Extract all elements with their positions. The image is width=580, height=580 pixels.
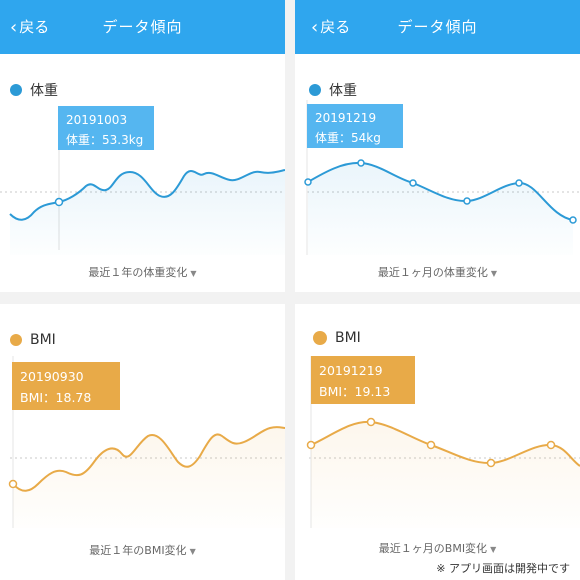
weight-year-area [10, 170, 285, 255]
data-point[interactable] [366, 417, 376, 427]
panel-bmi-month: BMI 20191219 BMI：19.13 最近１ヶ月のBMI変化 ▼ [295, 304, 580, 580]
data-point[interactable] [426, 440, 436, 450]
weight-year-tooltip: 20191003 体重：53.3kg [58, 106, 154, 150]
period-selector[interactable]: 最近１ヶ月のBMI変化 ▼ [295, 540, 580, 556]
legend-bmi: BMI [10, 332, 56, 348]
weight-month-tooltip: 20191219 体重：54kg [307, 104, 403, 148]
tooltip-date: 20191219 [315, 111, 377, 125]
app-header: ‹ 戻る データ傾向 [295, 0, 580, 54]
caret-down-icon: ▼ [189, 547, 196, 556]
tooltip-value: BMI：18.78 [20, 390, 92, 405]
panel-weight-month: ‹ 戻る データ傾向 体重 20191219 体重：54kg 最近１ヶ月の体重変化… [295, 0, 580, 292]
tooltip-date: 20191003 [66, 113, 128, 127]
page-title: データ傾向 [397, 18, 478, 36]
bmi-year-area [13, 427, 285, 528]
legend-dot [309, 84, 321, 96]
period-label: 最近１年のBMI変化 [89, 544, 187, 557]
back-label: 戻る [320, 18, 351, 36]
legend-dot [313, 331, 327, 345]
legend-bmi: BMI [313, 330, 361, 346]
legend-dot [10, 84, 22, 96]
tooltip-date: 20191219 [319, 363, 383, 378]
chevron-left-icon: ‹ [311, 17, 319, 38]
app-header: ‹ 戻る データ傾向 [0, 0, 285, 54]
data-point[interactable] [357, 159, 365, 167]
bmi-month-tooltip: 20191219 BMI：19.13 [311, 356, 415, 404]
back-button[interactable]: ‹ 戻る [10, 0, 49, 54]
footer-note: ※ アプリ画面は開発中です [436, 562, 570, 575]
tooltip-value: 体重：53.3kg [66, 133, 144, 147]
bmi-year-line [12, 426, 285, 492]
page-title: データ傾向 [102, 18, 183, 36]
panel-weight-year: ‹ 戻る データ傾向 体重 20191003 体重：53.3kg 最近１年の体重変… [0, 0, 285, 292]
tooltip-value: BMI：19.13 [319, 384, 391, 399]
panel-bmi-year: BMI 20190930 BMI：18.78 最近１年のBMI変化 ▼ [0, 304, 285, 580]
bmi-month-chart[interactable] [295, 356, 580, 531]
period-label: 最近１年の体重変化 [88, 266, 188, 279]
caret-down-icon: ▼ [490, 545, 497, 554]
legend-dot [10, 334, 22, 346]
tooltip-date: 20190930 [20, 369, 84, 384]
weight-month-area [308, 162, 573, 255]
bmi-year-tooltip: 20190930 BMI：18.78 [12, 362, 120, 410]
caret-down-icon: ▼ [190, 269, 197, 278]
legend-weight: 体重 [10, 80, 58, 100]
selected-point[interactable] [54, 197, 64, 207]
period-selector[interactable]: 最近１年のBMI変化 ▼ [0, 542, 285, 558]
data-point[interactable] [569, 216, 577, 224]
caret-down-icon: ▼ [490, 269, 498, 278]
data-point[interactable] [409, 179, 417, 187]
legend-weight: 体重 [309, 80, 357, 100]
period-selector[interactable]: 最近１年の体重変化 ▼ [0, 264, 285, 280]
data-point[interactable] [463, 197, 471, 205]
legend-label: BMI [30, 332, 56, 348]
bmi-month-area [311, 421, 580, 528]
period-label: 最近１ヶ月のBMI変化 [378, 542, 488, 555]
back-button[interactable]: ‹ 戻る [311, 0, 350, 54]
legend-label: 体重 [329, 83, 357, 99]
selected-point[interactable] [8, 479, 18, 489]
period-label: 最近１ヶ月の体重変化 [377, 266, 488, 279]
legend-label: BMI [335, 330, 361, 346]
data-point[interactable] [515, 179, 523, 187]
data-point[interactable] [546, 440, 556, 450]
data-point[interactable] [304, 178, 312, 186]
tooltip-value: 体重：54kg [315, 131, 381, 145]
data-point[interactable] [306, 440, 316, 450]
bmi-year-chart[interactable] [0, 356, 285, 531]
period-selector[interactable]: 最近１ヶ月の体重変化 ▼ [295, 264, 580, 280]
data-point[interactable] [486, 458, 496, 468]
back-label: 戻る [19, 18, 50, 36]
chevron-left-icon: ‹ [10, 17, 18, 38]
legend-label: 体重 [30, 83, 58, 99]
